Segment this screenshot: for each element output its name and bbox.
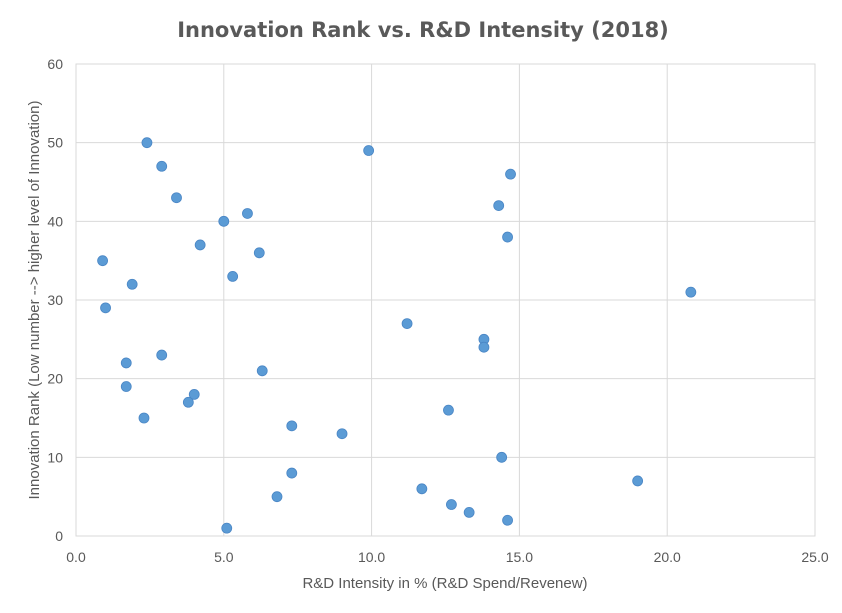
data-point — [286, 467, 298, 479]
data-point — [496, 451, 508, 463]
data-point — [502, 231, 513, 243]
data-point — [286, 420, 298, 432]
chart-title: Innovation Rank vs. R&D Intensity (2018) — [177, 18, 669, 42]
x-tick-label: 15.0 — [506, 549, 533, 565]
data-point — [256, 365, 268, 377]
y-tick-label: 50 — [47, 135, 63, 151]
data-point — [141, 137, 153, 149]
y-tick-label: 60 — [47, 56, 63, 72]
x-tick-label: 25.0 — [801, 549, 828, 565]
data-point — [120, 381, 132, 392]
y-tick-label: 10 — [47, 449, 63, 465]
y-tick-label: 30 — [47, 292, 63, 308]
data-points — [97, 137, 697, 534]
data-point — [446, 499, 457, 510]
x-tick-label: 10.0 — [358, 549, 385, 565]
y-tick-label: 20 — [47, 371, 63, 387]
data-point — [502, 514, 513, 526]
gridlines — [75, 63, 816, 537]
data-point — [194, 239, 206, 251]
data-point — [156, 160, 168, 172]
data-point — [182, 396, 194, 408]
data-point — [493, 200, 505, 212]
data-point — [336, 428, 348, 440]
data-point — [685, 286, 697, 298]
x-axis-ticks: 0.0 5.0 10.0 15.0 20.0 25.0 — [66, 549, 829, 565]
x-tick-label: 20.0 — [654, 549, 681, 565]
data-point — [218, 215, 230, 227]
data-point — [242, 208, 253, 219]
data-point — [443, 404, 454, 416]
x-tick-label: 5.0 — [214, 549, 234, 565]
data-point — [416, 483, 428, 495]
data-point — [505, 168, 516, 180]
y-tick-label: 0 — [55, 528, 63, 544]
y-axis-title: Innovation Rank (Low number --> higher l… — [26, 101, 43, 500]
data-point — [120, 357, 132, 369]
plot-area-border — [75, 63, 816, 537]
x-tick-label: 0.0 — [66, 549, 86, 565]
data-point — [253, 247, 265, 259]
x-axis-title: R&D Intensity in % (R&D Spend/Revenew) — [302, 575, 587, 592]
data-point — [271, 491, 283, 503]
y-tick-label: 40 — [47, 213, 63, 229]
data-point — [221, 522, 233, 534]
data-point — [138, 412, 150, 424]
data-point — [188, 388, 200, 400]
data-point — [632, 475, 644, 487]
data-point — [227, 270, 239, 282]
data-point — [171, 192, 182, 204]
data-point — [97, 255, 109, 267]
data-point — [463, 507, 475, 518]
data-point — [126, 278, 138, 290]
y-axis-ticks: 0 10 20 30 40 50 60 — [47, 56, 63, 544]
data-point — [363, 145, 375, 156]
data-point — [100, 302, 111, 314]
data-point — [156, 349, 168, 361]
data-point — [401, 318, 413, 330]
data-point — [478, 341, 490, 353]
